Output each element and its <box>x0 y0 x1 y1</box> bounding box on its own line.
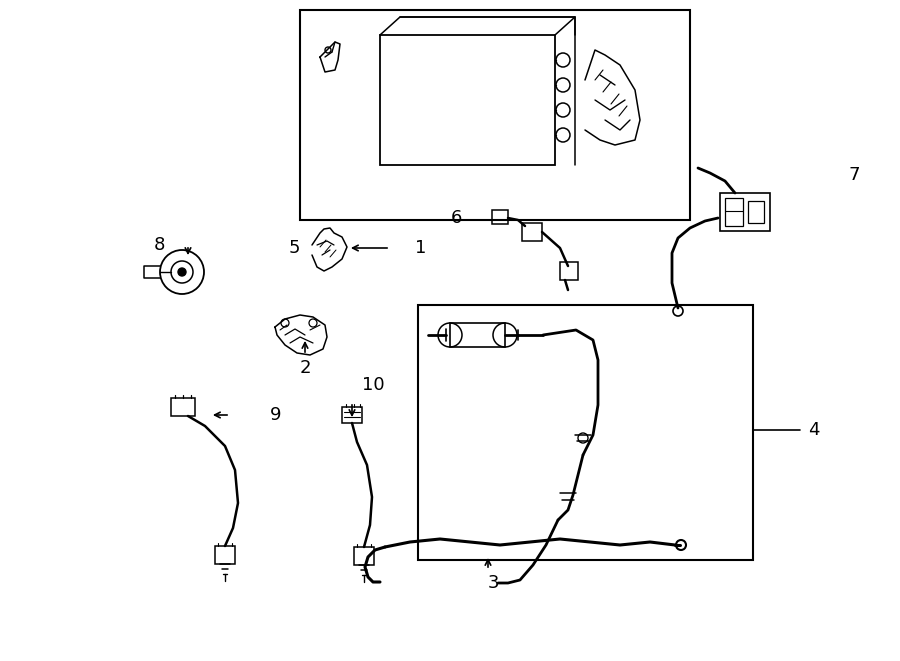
Text: 4: 4 <box>808 421 820 439</box>
Bar <box>171 398 195 416</box>
Bar <box>720 193 770 231</box>
Bar <box>748 201 764 223</box>
Text: 5: 5 <box>289 239 300 257</box>
Bar <box>342 407 362 423</box>
Text: 3: 3 <box>487 574 499 592</box>
Bar <box>522 223 542 241</box>
Text: 6: 6 <box>451 209 462 227</box>
Bar <box>725 198 743 226</box>
Bar <box>215 546 235 564</box>
Bar <box>354 547 374 565</box>
Text: 10: 10 <box>362 376 384 394</box>
Circle shape <box>178 268 186 276</box>
Bar <box>300 10 690 220</box>
Bar <box>492 210 508 224</box>
Text: 1: 1 <box>415 239 427 257</box>
Bar <box>418 305 753 560</box>
Bar <box>380 35 555 165</box>
Text: 7: 7 <box>848 166 860 184</box>
Bar <box>560 262 578 280</box>
Text: 9: 9 <box>270 406 282 424</box>
Bar <box>450 323 505 347</box>
Text: 8: 8 <box>154 236 165 254</box>
Text: 2: 2 <box>299 359 310 377</box>
